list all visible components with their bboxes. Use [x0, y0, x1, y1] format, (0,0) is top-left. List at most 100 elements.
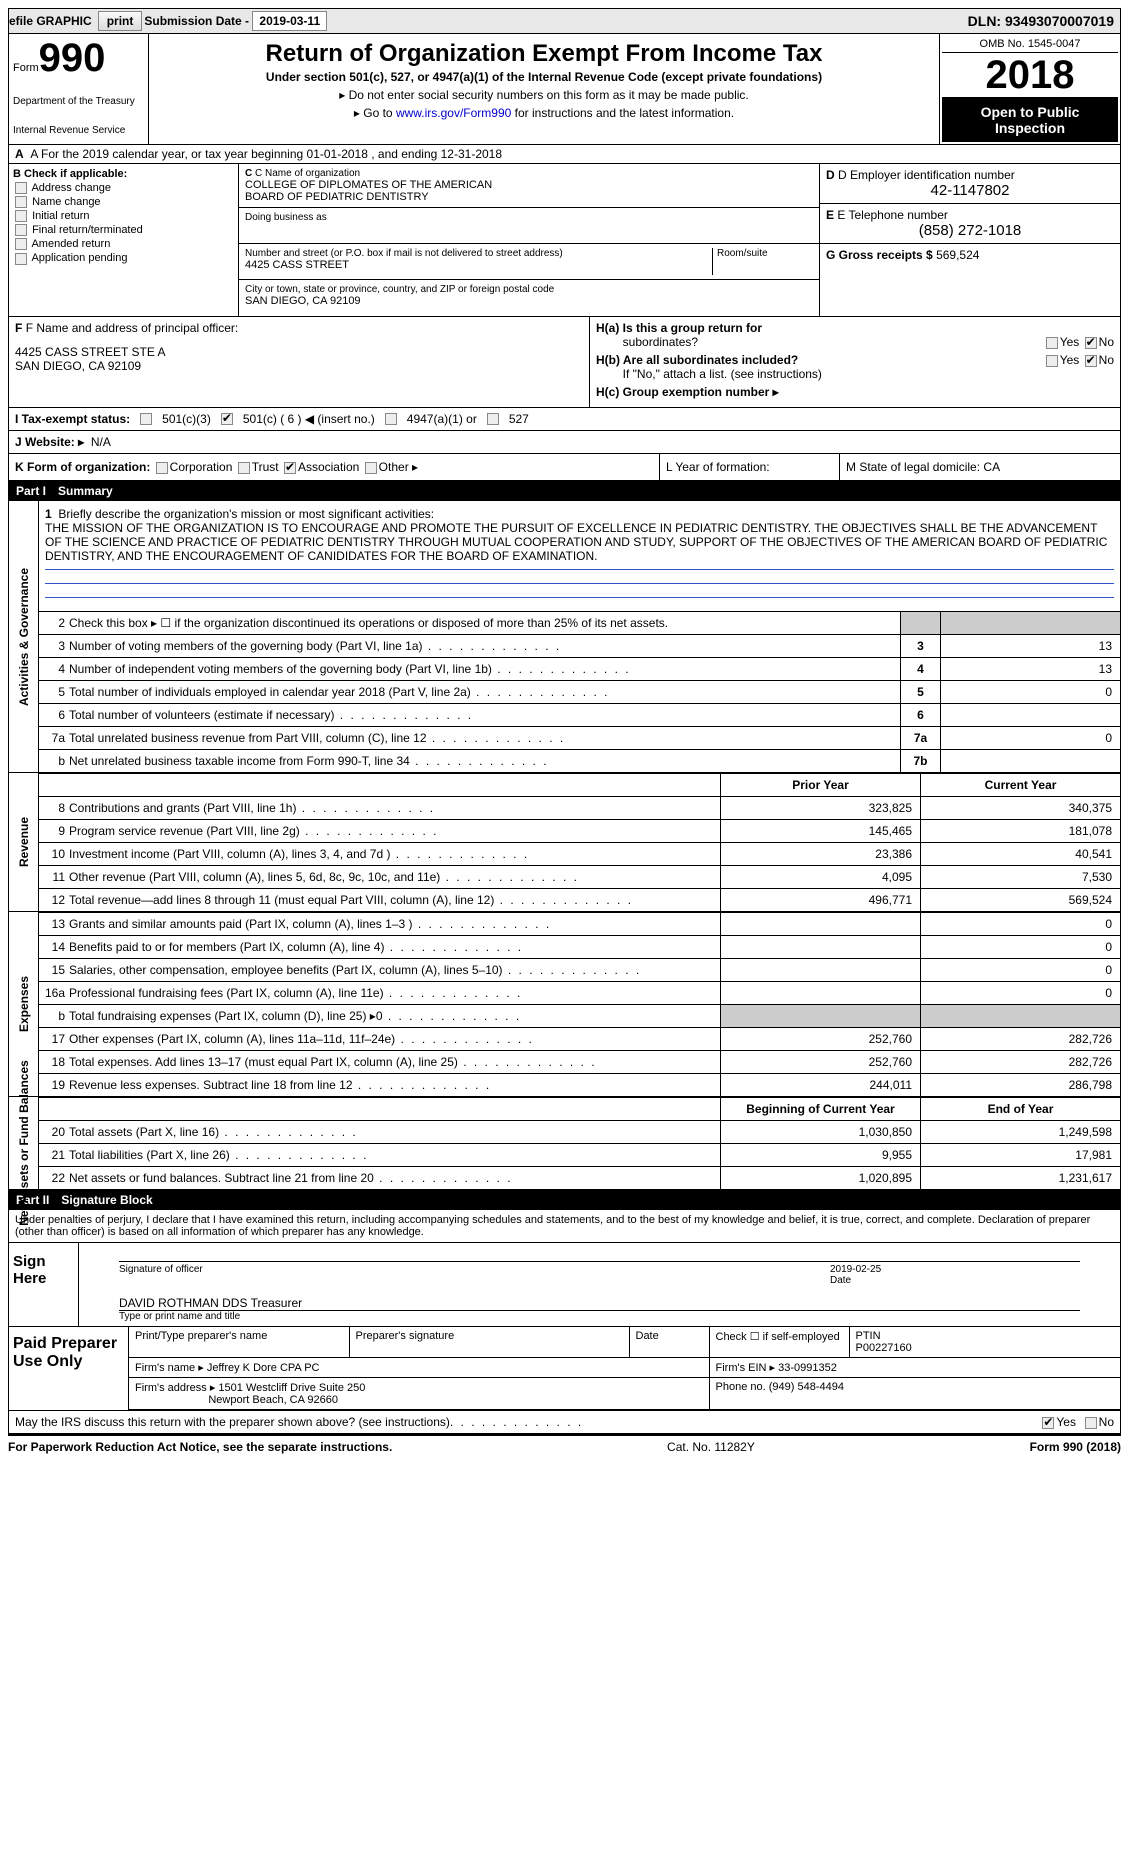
cb-other[interactable] — [365, 462, 377, 474]
submission-date: 2019-03-11 — [252, 11, 327, 31]
discuss-no[interactable] — [1085, 1417, 1097, 1429]
state-domicile: M State of legal domicile: CA — [840, 454, 1120, 480]
cb-527[interactable] — [487, 413, 499, 425]
cb-trust[interactable] — [238, 462, 250, 474]
form-number: 990 — [39, 36, 106, 80]
revenue-line: 11Other revenue (Part VIII, column (A), … — [39, 865, 1120, 888]
hb-yes[interactable] — [1046, 355, 1058, 367]
org-street: 4425 CASS STREET — [245, 259, 708, 271]
cb-assoc[interactable] — [284, 462, 296, 474]
cb-4947[interactable] — [385, 413, 397, 425]
row-i: I Tax-exempt status: 501(c)(3) 501(c) ( … — [8, 408, 1121, 431]
firm-addr1: 1501 Westcliff Drive Suite 250 — [218, 1382, 365, 1394]
header-title-block: Return of Organization Exempt From Incom… — [149, 34, 940, 144]
sign-here-block: Sign Here Signature of officer 2019-02-2… — [9, 1242, 1120, 1326]
ein-value: 42-1147802 — [826, 182, 1114, 199]
print-button[interactable]: print — [98, 11, 143, 31]
side-governance: Activities & Governance — [9, 501, 39, 772]
side-netassets: Net Assets or Fund Balances — [9, 1097, 39, 1189]
col-headers-bcy-eoy: Beginning of Current Year End of Year — [39, 1097, 1120, 1120]
expense-line: 13Grants and similar amounts paid (Part … — [39, 912, 1120, 935]
gov-line: 4Number of independent voting members of… — [39, 657, 1120, 680]
netassets-line: 21Total liabilities (Part X, line 26)9,9… — [39, 1143, 1120, 1166]
form-subtitle: Under section 501(c), 527, or 4947(a)(1)… — [157, 70, 931, 84]
section-deg: D D Employer identification number 42-11… — [820, 164, 1120, 316]
firm-addr2: Newport Beach, CA 92660 — [208, 1394, 338, 1406]
firm-ein: 33-0991352 — [778, 1362, 837, 1374]
phone-value: (858) 272-1018 — [826, 222, 1114, 239]
officer-addr1: 4425 CASS STREET STE A — [15, 345, 583, 359]
section-h: H(a) Is this a group return for subordin… — [590, 317, 1120, 407]
section-c: C C Name of organization COLLEGE OF DIPL… — [239, 164, 820, 316]
gov-line: 5Total number of individuals employed in… — [39, 680, 1120, 703]
checkbox-final-return[interactable] — [15, 224, 27, 236]
preparer-block: Paid Preparer Use Only Print/Type prepar… — [9, 1326, 1120, 1410]
revenue-line: 8Contributions and grants (Part VIII, li… — [39, 796, 1120, 819]
website-value: N/A — [91, 435, 111, 449]
discuss-yes[interactable] — [1042, 1417, 1054, 1429]
efile-label: efile GRAPHIC — [9, 14, 92, 28]
ha-no[interactable] — [1085, 337, 1097, 349]
dln: DLN: 93493070007019 — [968, 13, 1120, 29]
mission-block: 1 Briefly describe the organization's mi… — [39, 501, 1120, 565]
checkbox-amended[interactable] — [15, 238, 27, 250]
ptin-value: P00227160 — [856, 1342, 912, 1354]
ha-yes[interactable] — [1046, 337, 1058, 349]
row-a-tax-year: A A For the 2019 calendar year, or tax y… — [8, 145, 1121, 164]
expense-line: bTotal fundraising expenses (Part IX, co… — [39, 1004, 1120, 1027]
gov-line: 6Total number of volunteers (estimate if… — [39, 703, 1120, 726]
rule-line — [45, 597, 1114, 607]
top-bar: efile GRAPHIC print Submission Date - 20… — [8, 8, 1121, 34]
expense-line: 15Salaries, other compensation, employee… — [39, 958, 1120, 981]
firm-phone: (949) 548-4494 — [769, 1381, 844, 1393]
open-to-public: Open to Public Inspection — [942, 98, 1118, 142]
goto-note: ▸ Go to www.irs.gov/Form990 for instruct… — [157, 106, 931, 120]
part1-header: Part I Summary — [8, 481, 1121, 501]
cb-corp[interactable] — [156, 462, 168, 474]
header-right: OMB No. 1545-0047 2018 Open to Public In… — [940, 34, 1120, 144]
form-title: Return of Organization Exempt From Incom… — [157, 40, 931, 68]
revenue-section: Revenue Prior Year Current Year 8Contrib… — [8, 773, 1121, 912]
expense-line: 19Revenue less expenses. Subtract line 1… — [39, 1073, 1120, 1096]
side-revenue: Revenue — [9, 773, 39, 911]
rule-line — [45, 569, 1114, 579]
submission-label: Submission Date - 2019-03-11 — [144, 14, 327, 28]
gov-line: 3Number of voting members of the governi… — [39, 634, 1120, 657]
page-footer: For Paperwork Reduction Act Notice, see … — [8, 1434, 1121, 1458]
expenses-section: Expenses 13Grants and similar amounts pa… — [8, 912, 1121, 1097]
header-left: Form990 Department of the Treasury Inter… — [9, 34, 149, 144]
checkbox-name-change[interactable] — [15, 196, 27, 208]
netassets-line: 20Total assets (Part X, line 16)1,030,85… — [39, 1120, 1120, 1143]
form-header: Form990 Department of the Treasury Inter… — [8, 34, 1121, 145]
irs-link[interactable]: www.irs.gov/Form990 — [396, 106, 511, 120]
gross-receipts: 569,524 — [936, 248, 979, 262]
rule-line — [45, 583, 1114, 593]
checkbox-initial-return[interactable] — [15, 210, 27, 222]
section-b: B Check if applicable: Address change Na… — [9, 164, 239, 316]
gov-line: 7aTotal unrelated business revenue from … — [39, 726, 1120, 749]
expense-line: 16aProfessional fundraising fees (Part I… — [39, 981, 1120, 1004]
expense-line: 14Benefits paid to or for members (Part … — [39, 935, 1120, 958]
irs-discuss-row: May the IRS discuss this return with the… — [9, 1410, 1120, 1433]
block-bcd: B Check if applicable: Address change Na… — [8, 164, 1121, 317]
gov-line: bNet unrelated business taxable income f… — [39, 749, 1120, 772]
checkbox-address-change[interactable] — [15, 182, 27, 194]
cb-501c3[interactable] — [140, 413, 152, 425]
expense-line: 18Total expenses. Add lines 13–17 (must … — [39, 1050, 1120, 1073]
dept-treasury: Department of the Treasury — [13, 96, 144, 107]
org-name-2: BOARD OF PEDIATRIC DENTISTRY — [245, 191, 813, 203]
hb-no[interactable] — [1085, 355, 1097, 367]
omb-number: OMB No. 1545-0047 — [942, 36, 1118, 53]
checkbox-app-pending[interactable] — [15, 253, 27, 265]
cb-501c[interactable] — [221, 413, 233, 425]
netassets-section: Net Assets or Fund Balances Beginning of… — [8, 1097, 1121, 1190]
gov-line: 2Check this box ▸ ☐ if the organization … — [39, 611, 1120, 634]
revenue-line: 12Total revenue—add lines 8 through 11 (… — [39, 888, 1120, 911]
mission-text: THE MISSION OF THE ORGANIZATION IS TO EN… — [45, 521, 1107, 563]
revenue-line: 10Investment income (Part VIII, column (… — [39, 842, 1120, 865]
block-fh: F F Name and address of principal office… — [8, 317, 1121, 408]
year-formation: L Year of formation: — [660, 454, 840, 480]
revenue-line: 9Program service revenue (Part VIII, lin… — [39, 819, 1120, 842]
col-headers-py-cy: Prior Year Current Year — [39, 773, 1120, 796]
officer-addr2: SAN DIEGO, CA 92109 — [15, 359, 583, 373]
